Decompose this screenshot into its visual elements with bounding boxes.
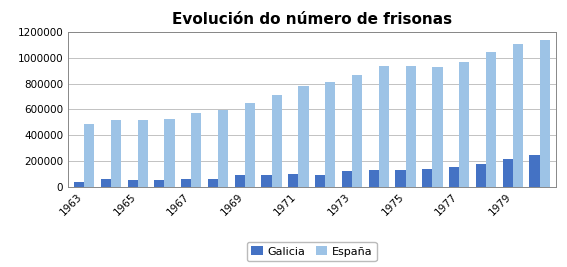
Bar xyxy=(530,155,540,187)
Bar xyxy=(540,40,550,187)
Title: Evolución do número de frisonas: Evolución do número de frisonas xyxy=(172,12,452,27)
Bar xyxy=(154,180,164,187)
Bar xyxy=(433,67,443,187)
Bar xyxy=(369,170,379,187)
Bar xyxy=(459,62,469,187)
Bar xyxy=(261,175,272,187)
Bar xyxy=(218,110,229,187)
Bar xyxy=(405,66,416,187)
Bar xyxy=(74,182,84,187)
Bar xyxy=(101,179,111,187)
Bar xyxy=(208,179,218,187)
Bar xyxy=(422,169,433,187)
Bar xyxy=(395,170,405,187)
Bar xyxy=(486,52,496,187)
Bar xyxy=(245,103,255,187)
Bar xyxy=(325,83,336,187)
Bar xyxy=(513,44,523,187)
Bar xyxy=(502,159,513,187)
Bar xyxy=(111,120,121,187)
Bar xyxy=(84,124,94,187)
Bar xyxy=(449,167,459,187)
Legend: Galicia, España: Galicia, España xyxy=(247,242,376,261)
Bar xyxy=(272,95,282,187)
Bar xyxy=(181,179,191,187)
Bar xyxy=(342,171,352,187)
Bar xyxy=(164,119,175,187)
Bar xyxy=(352,75,362,187)
Bar xyxy=(315,175,325,187)
Bar xyxy=(235,175,245,187)
Bar xyxy=(138,120,148,187)
Bar xyxy=(128,180,138,187)
Bar xyxy=(379,66,389,187)
Bar xyxy=(476,164,486,187)
Bar xyxy=(191,113,201,187)
Bar xyxy=(298,86,308,187)
Bar xyxy=(288,174,298,187)
